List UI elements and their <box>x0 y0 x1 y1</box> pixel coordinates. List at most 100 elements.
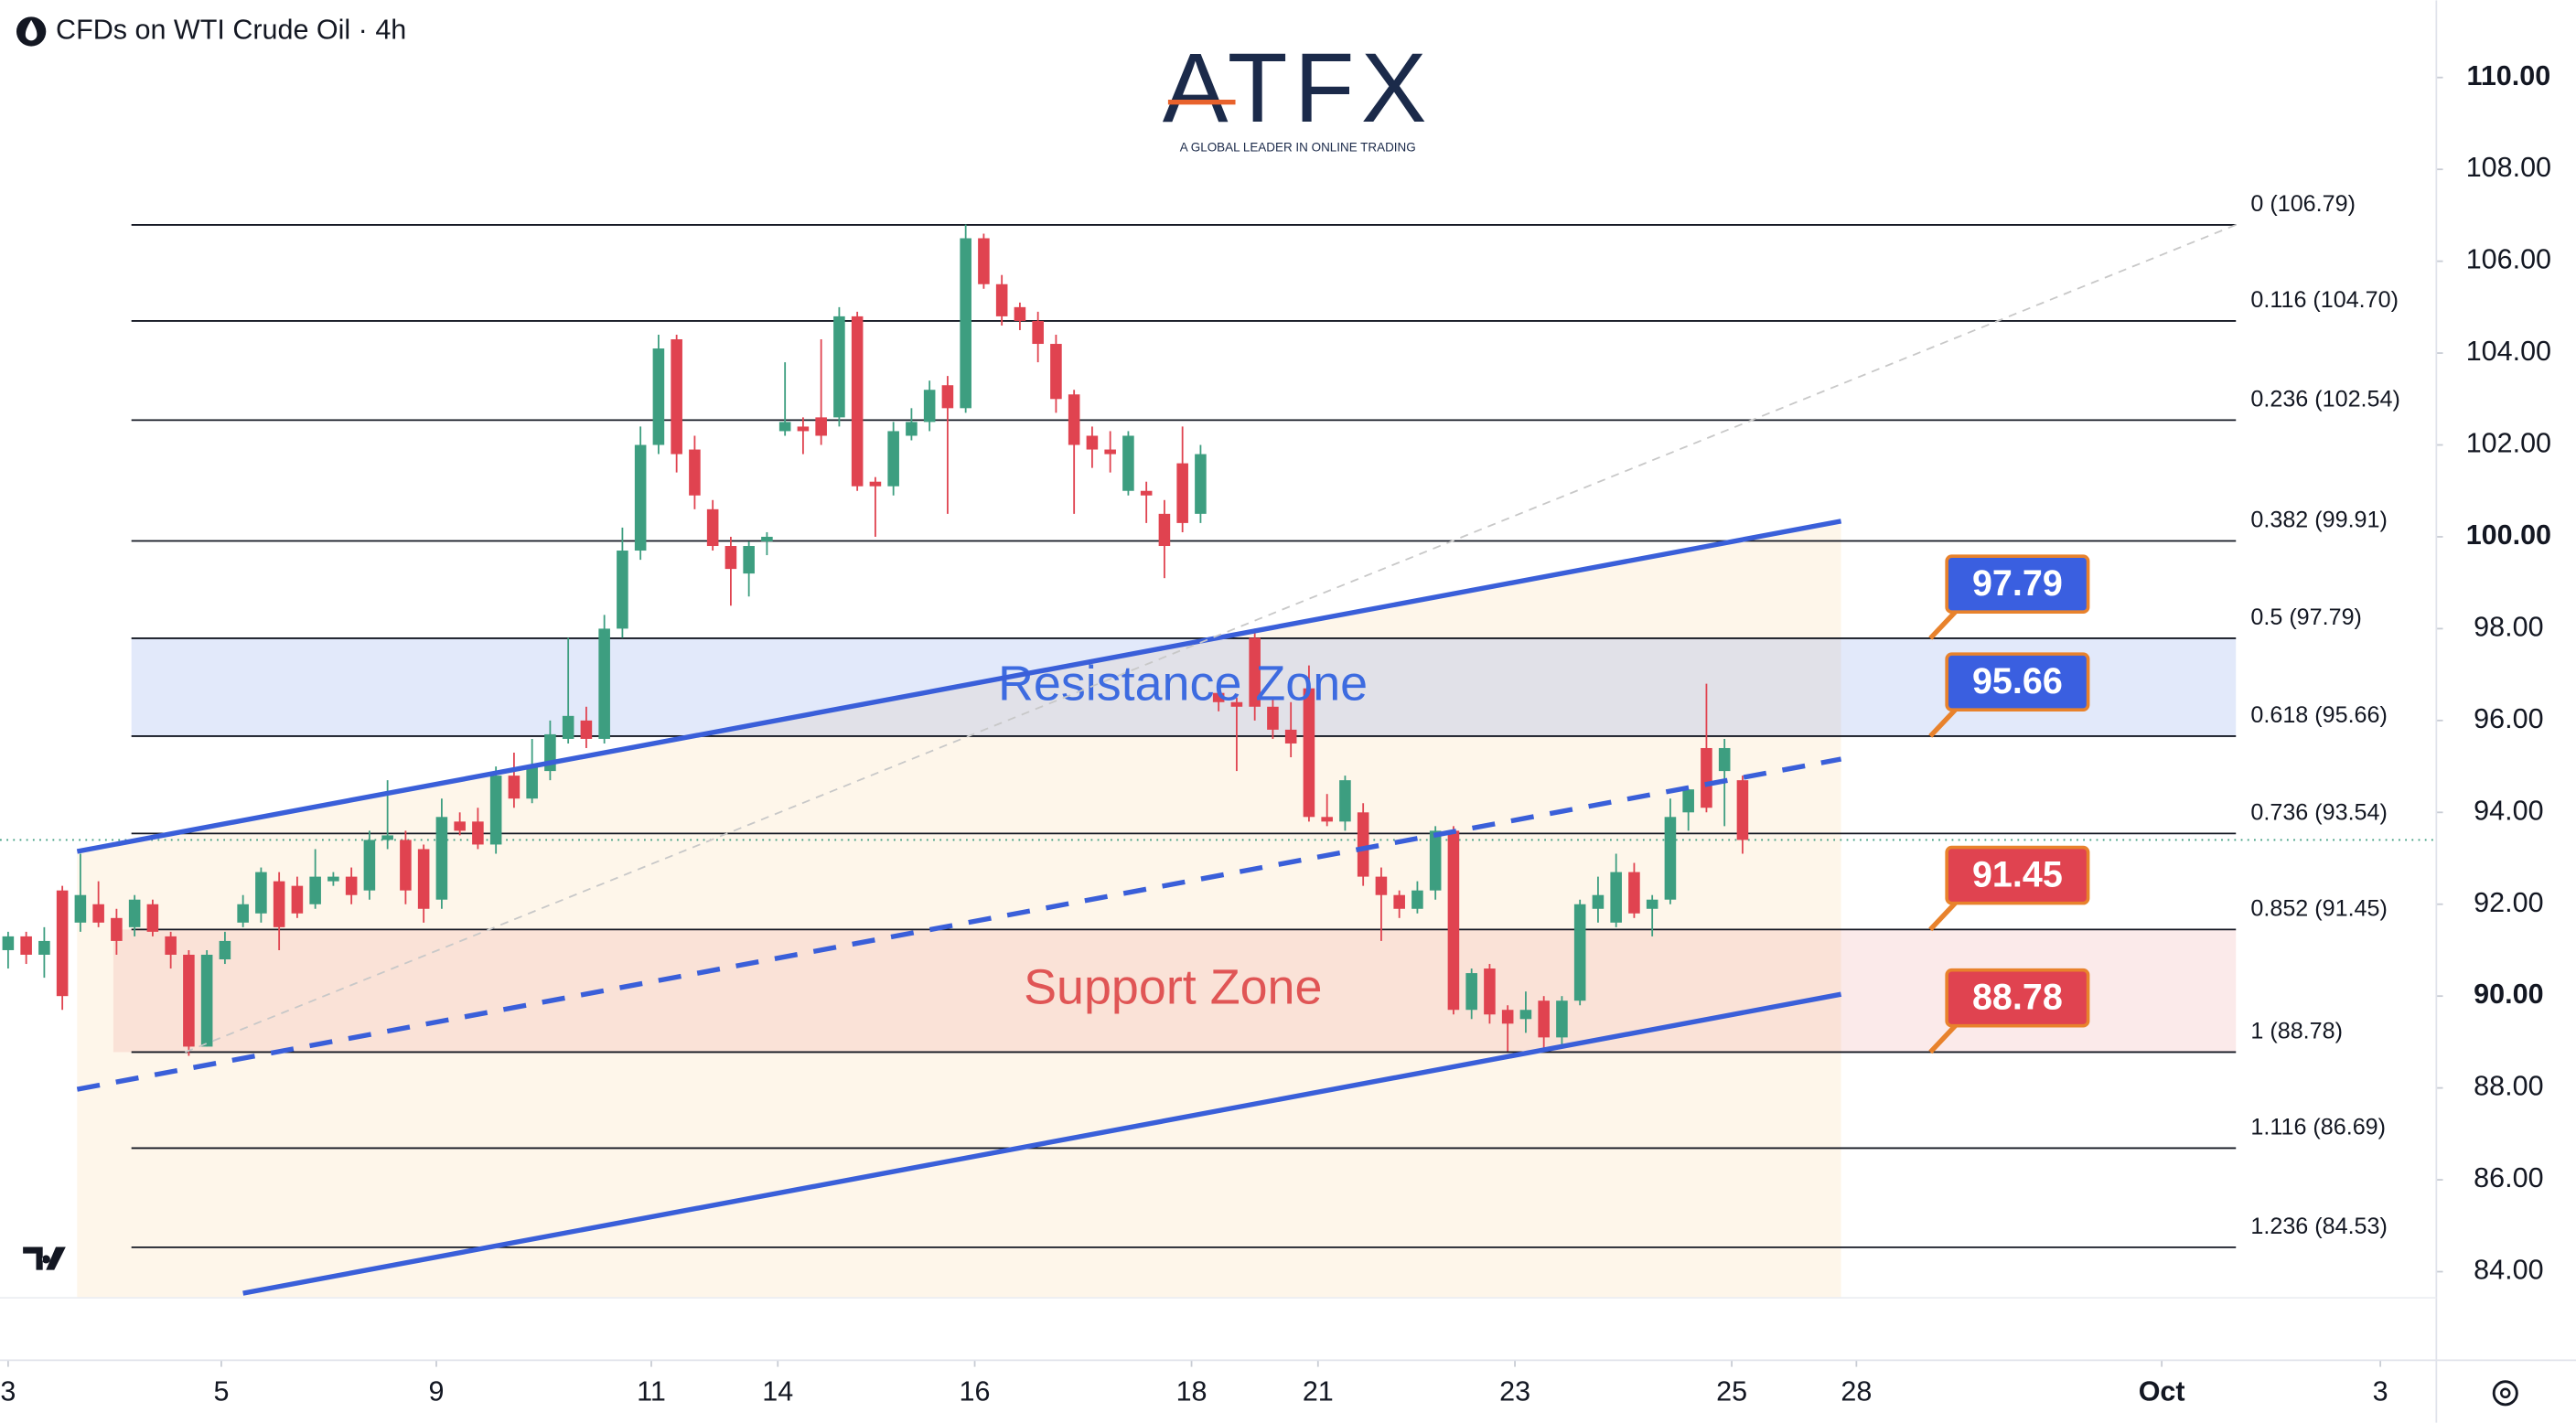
candle-body <box>887 431 899 487</box>
candle-body <box>1267 706 1279 730</box>
candle-body <box>617 551 628 629</box>
candle-body <box>906 422 918 436</box>
candle-body <box>1375 876 1388 895</box>
overlay-layer: Resistance Zone Support Zone 0 (106.79) 0.1… <box>76 191 2400 1296</box>
candle-body <box>724 546 737 570</box>
candle-body <box>417 849 430 909</box>
x-tick-label: 11 <box>637 1375 666 1407</box>
candle-body <box>1357 812 1369 877</box>
candle-body <box>1014 306 1026 321</box>
candle-body <box>706 508 719 547</box>
fib-label: 0 (106.79) <box>2250 191 2356 217</box>
y-tick-label: 108.00 <box>2466 152 2551 183</box>
fib-label: 0.736 (93.54) <box>2250 799 2387 825</box>
fib-label: 0.5 (97.79) <box>2250 605 2362 630</box>
candle-body <box>689 449 701 496</box>
candle-body <box>1628 872 1640 914</box>
x-tick-label: 16 <box>960 1375 991 1407</box>
candle-body <box>1519 1010 1532 1020</box>
candle-body <box>1646 899 1658 909</box>
x-tick-label: 21 <box>1303 1375 1334 1407</box>
candle-body <box>815 417 827 436</box>
tv-icon <box>23 1246 66 1270</box>
candle-body <box>1393 894 1405 909</box>
candle-body <box>472 821 484 845</box>
settings-icon[interactable] <box>2492 1380 2518 1407</box>
candle-body <box>995 284 1008 316</box>
candle-body <box>400 840 412 891</box>
candle-body <box>562 715 574 739</box>
candle-body <box>580 720 593 739</box>
candle-body <box>778 422 791 432</box>
zone <box>131 637 2237 736</box>
price-callout-label: 88.78 <box>1972 977 2063 1017</box>
drop-icon <box>25 19 38 41</box>
candle-body <box>1484 968 1496 1015</box>
candle-body <box>1122 435 1134 491</box>
zone-label: Resistance Zone <box>998 657 1368 712</box>
price-callout <box>1945 968 2090 1028</box>
zone <box>113 929 2237 1053</box>
candle-body <box>598 628 610 739</box>
x-tick-label: 23 <box>1499 1375 1530 1407</box>
fib-label: 0.382 (99.91) <box>2250 508 2387 533</box>
candle-body <box>237 904 249 923</box>
candle-body <box>200 954 213 1047</box>
candle-body <box>1736 780 1749 840</box>
candle-body <box>20 936 32 955</box>
candle-body <box>1321 817 1333 822</box>
settings[interactable] <box>2492 1380 2518 1407</box>
candle-body <box>923 390 936 423</box>
candle-body <box>489 776 502 845</box>
trendline <box>242 991 1842 1296</box>
candle-body <box>309 876 321 904</box>
candle-body <box>1411 890 1423 909</box>
y-tick-label: 110.00 <box>2467 60 2551 91</box>
candle-body <box>743 546 755 574</box>
x-tick-label: 3 <box>2373 1375 2388 1407</box>
candle-body <box>1610 872 1622 923</box>
candle-body <box>761 536 773 541</box>
candle-body <box>1682 789 1694 813</box>
candle-body <box>92 904 104 923</box>
candle-body <box>1573 904 1586 1001</box>
candle-body <box>1032 320 1044 345</box>
fib-label: 1.236 (84.53) <box>2250 1214 2387 1239</box>
candle-body <box>255 872 267 914</box>
candle-body <box>146 904 159 932</box>
candle-body <box>1501 1010 1514 1024</box>
candle-body <box>2 936 15 950</box>
y-tick-label: 96.00 <box>2474 703 2543 734</box>
candle-body <box>291 885 304 914</box>
candle-body <box>1718 747 1731 772</box>
candle-body <box>327 876 339 882</box>
candle-body <box>1176 463 1188 523</box>
candle-body <box>1249 637 1261 707</box>
candle-body <box>508 776 521 799</box>
x-tick-label: 3 <box>0 1375 16 1407</box>
x-tick-label: 18 <box>1176 1375 1208 1407</box>
plot-layer: 84.00 86.00 88.00 90.00 92.00 94.00 96.00 98.00… <box>0 60 2551 1407</box>
fib-label: 1 (88.78) <box>2250 1019 2343 1044</box>
candle-body <box>454 821 466 831</box>
candle-body <box>74 894 87 923</box>
candle-body <box>1140 490 1153 496</box>
candle-body <box>1447 830 1460 1011</box>
candle-body <box>38 940 50 955</box>
candle-body <box>183 954 195 1047</box>
zone-label: Support Zone <box>1024 960 1322 1015</box>
price-callout-label: 91.45 <box>1972 854 2063 894</box>
candle-body <box>851 316 864 487</box>
candle-body <box>165 936 177 955</box>
x-tick-label: Oct <box>2139 1375 2185 1407</box>
x-tick-label: 5 <box>213 1375 229 1407</box>
price-callout <box>1945 652 2090 712</box>
y-tick-label: 86.00 <box>2474 1162 2543 1193</box>
candle-body <box>56 890 69 997</box>
x-tick-label: 9 <box>428 1375 444 1407</box>
candle-body <box>797 426 810 432</box>
y-tick-label: 88.00 <box>2474 1071 2543 1102</box>
settings-icon-center[interactable] <box>2500 1387 2511 1399</box>
